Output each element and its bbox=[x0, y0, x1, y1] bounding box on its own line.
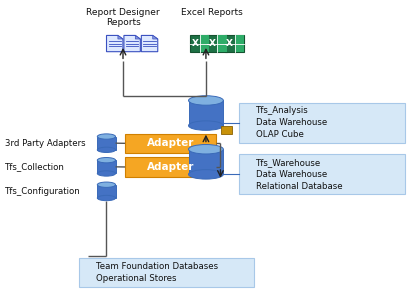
Text: X: X bbox=[226, 39, 233, 48]
FancyBboxPatch shape bbox=[217, 35, 227, 52]
FancyBboxPatch shape bbox=[97, 160, 116, 173]
Text: Adapter: Adapter bbox=[147, 162, 194, 172]
Ellipse shape bbox=[97, 171, 116, 176]
FancyBboxPatch shape bbox=[188, 149, 223, 174]
FancyBboxPatch shape bbox=[97, 137, 116, 150]
FancyBboxPatch shape bbox=[235, 35, 244, 52]
Text: Excel Reports: Excel Reports bbox=[181, 8, 243, 17]
Ellipse shape bbox=[97, 182, 116, 187]
Polygon shape bbox=[135, 35, 140, 39]
Ellipse shape bbox=[97, 157, 116, 163]
FancyBboxPatch shape bbox=[239, 154, 405, 194]
Text: Tfs_Warehouse
Data Warehouse
Relational Database: Tfs_Warehouse Data Warehouse Relational … bbox=[256, 158, 342, 191]
Ellipse shape bbox=[97, 134, 116, 139]
FancyBboxPatch shape bbox=[79, 258, 254, 287]
Text: Team Foundation Databases
Operational Stores: Team Foundation Databases Operational St… bbox=[96, 262, 218, 283]
FancyBboxPatch shape bbox=[221, 126, 232, 134]
Ellipse shape bbox=[97, 195, 116, 201]
Polygon shape bbox=[106, 35, 123, 52]
Polygon shape bbox=[141, 35, 158, 52]
FancyBboxPatch shape bbox=[125, 134, 216, 153]
FancyBboxPatch shape bbox=[208, 35, 227, 52]
Text: X: X bbox=[191, 39, 198, 48]
Ellipse shape bbox=[188, 170, 223, 179]
Polygon shape bbox=[153, 35, 158, 39]
Text: Tfs_Analysis
Data Warehouse
OLAP Cube: Tfs_Analysis Data Warehouse OLAP Cube bbox=[256, 106, 327, 139]
FancyBboxPatch shape bbox=[125, 157, 216, 177]
Polygon shape bbox=[118, 35, 123, 39]
Ellipse shape bbox=[188, 145, 223, 154]
Ellipse shape bbox=[188, 96, 223, 105]
Text: Tfs_Collection: Tfs_Collection bbox=[5, 162, 65, 171]
Text: 3rd Party Adapters: 3rd Party Adapters bbox=[5, 139, 85, 148]
FancyBboxPatch shape bbox=[200, 35, 209, 52]
Polygon shape bbox=[124, 35, 140, 52]
Ellipse shape bbox=[97, 147, 116, 152]
Text: Report Designer
Reports: Report Designer Reports bbox=[86, 8, 160, 28]
FancyBboxPatch shape bbox=[188, 100, 223, 126]
FancyBboxPatch shape bbox=[225, 35, 244, 52]
FancyBboxPatch shape bbox=[190, 35, 209, 52]
Text: Tfs_Configuration: Tfs_Configuration bbox=[5, 187, 81, 196]
Ellipse shape bbox=[188, 121, 223, 130]
Text: Adapter: Adapter bbox=[147, 138, 194, 148]
FancyBboxPatch shape bbox=[97, 185, 116, 198]
Text: X: X bbox=[209, 39, 216, 48]
FancyBboxPatch shape bbox=[239, 103, 405, 143]
